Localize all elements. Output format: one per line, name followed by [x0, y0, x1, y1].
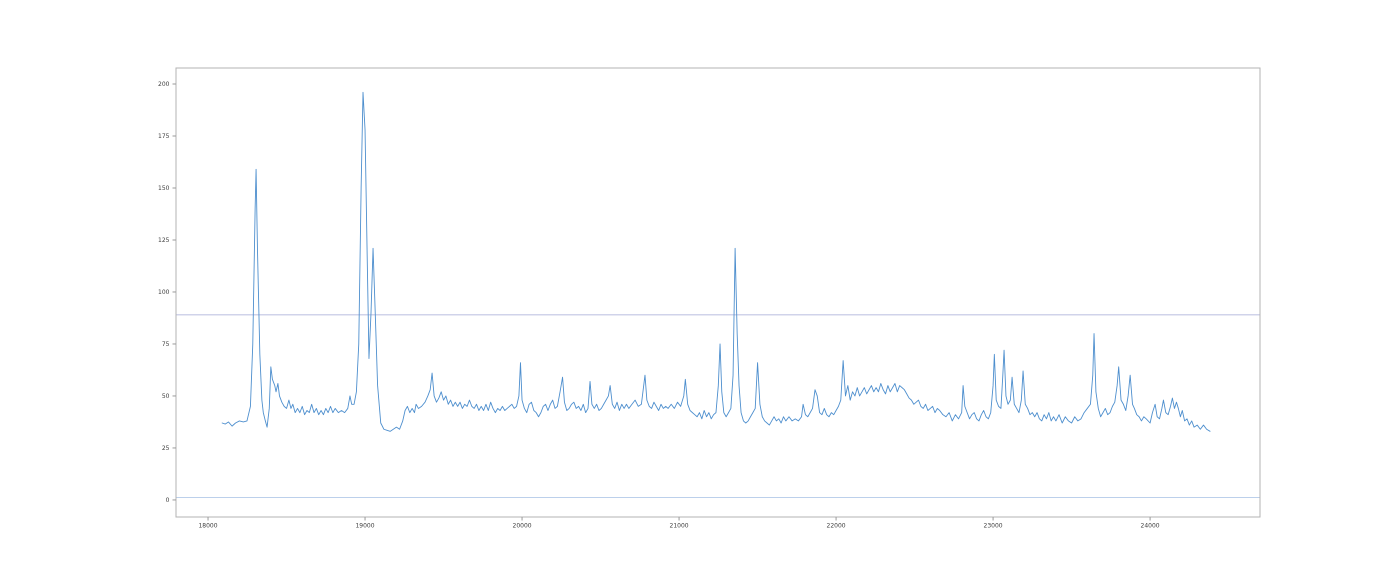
- y-tick-label: 75: [162, 341, 170, 348]
- x-tick-label: 21000: [670, 523, 689, 530]
- y-tick-label: 125: [158, 237, 170, 244]
- y-tick-label: 0: [166, 497, 170, 504]
- x-tick-label: 19000: [355, 523, 374, 530]
- x-tick-label: 20000: [513, 523, 532, 530]
- signal-line: [221, 91, 1211, 432]
- y-tick-label: 175: [158, 133, 170, 140]
- y-tick-label: 25: [162, 445, 170, 452]
- plot-border: [175, 67, 1261, 518]
- x-tick-label: 18000: [198, 523, 217, 530]
- x-tick-label: 22000: [827, 523, 846, 530]
- x-tick-label: 23000: [984, 523, 1003, 530]
- y-tick-label: 150: [158, 185, 170, 192]
- y-tick-label: 50: [162, 393, 170, 400]
- y-tick-label: 200: [158, 81, 170, 88]
- y-tick-label: 100: [158, 289, 170, 296]
- x-tick-label: 24000: [1141, 523, 1160, 530]
